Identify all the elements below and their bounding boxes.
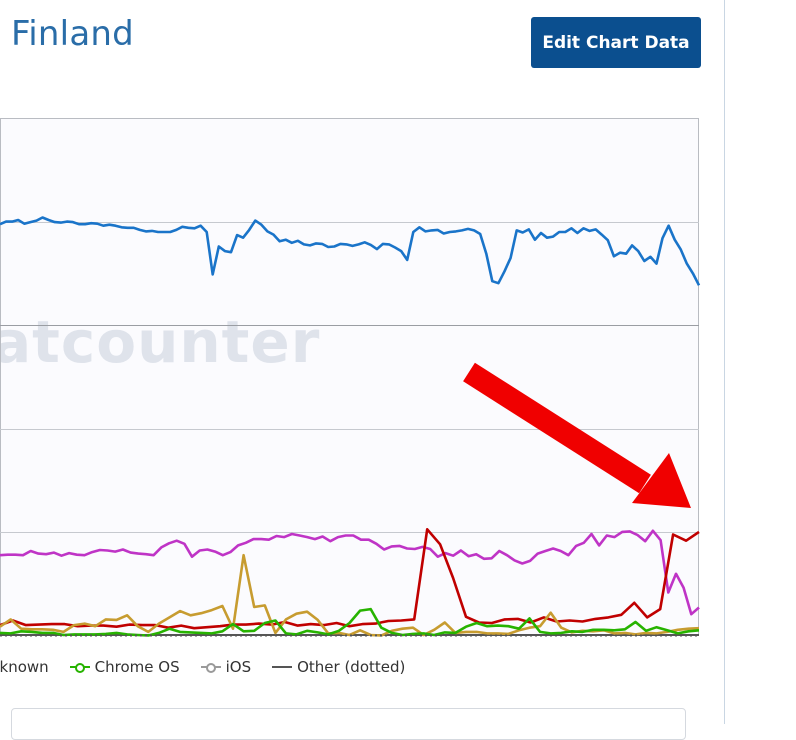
line-chart (0, 118, 701, 637)
legend-item[interactable]: iOS (200, 658, 252, 676)
chart-legend: nknown Chrome OS iOS Other (dotted) (0, 656, 425, 678)
legend-label: Other (dotted) (297, 658, 406, 676)
legend-label: Chrome OS (94, 658, 180, 676)
legend-item[interactable]: nknown (0, 658, 49, 676)
legend-label: iOS (225, 658, 252, 676)
page-title: Finland (11, 14, 134, 54)
series-line (0, 529, 700, 616)
plot-frame (0, 118, 699, 636)
legend-item[interactable]: Other (dotted) (271, 658, 405, 676)
legend-line-icon (271, 660, 293, 674)
legend-ring-icon (200, 660, 222, 674)
statcounter-watermark: atcounter (0, 308, 321, 376)
bottom-panel (11, 708, 686, 740)
legend-label: nknown (0, 658, 49, 676)
series-line (0, 527, 700, 630)
legend-ring-icon (69, 660, 91, 674)
series-line (0, 216, 701, 286)
panel-divider (724, 0, 725, 724)
edit-chart-data-button[interactable]: Edit Chart Data (531, 17, 701, 68)
legend-item[interactable]: Chrome OS (69, 658, 180, 676)
series-line (0, 607, 700, 637)
